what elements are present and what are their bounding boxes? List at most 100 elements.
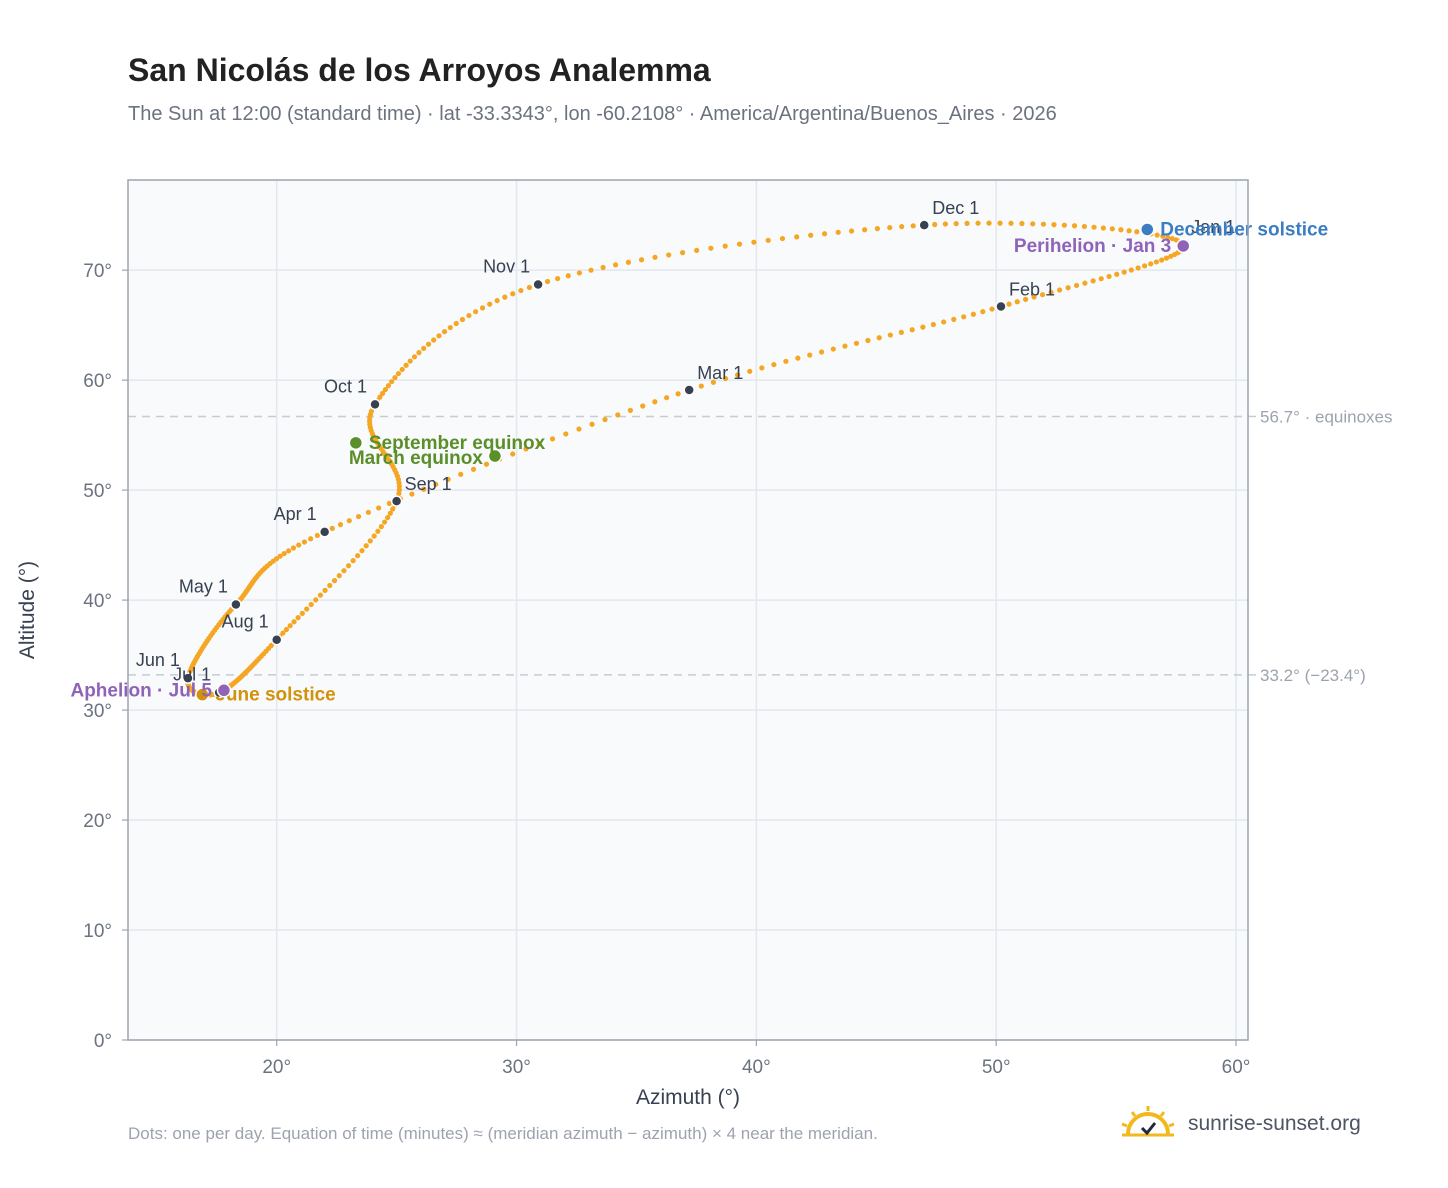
daily-dot [735,372,741,378]
daily-dot [433,481,439,487]
month-label: Mar 1 [697,363,743,383]
daily-dot [765,237,771,243]
daily-dot [304,606,310,612]
daily-dot [865,337,871,344]
daily-dot [1091,224,1097,230]
daily-dot [1030,221,1036,227]
daily-dot [487,301,493,307]
daily-dot [1153,259,1160,265]
daily-dot [1039,292,1046,298]
daily-dot [576,426,582,432]
event-marker[interactable] [195,687,210,702]
y-tick-label: 60° [83,371,112,392]
event-marker[interactable] [487,448,503,464]
month-marker[interactable] [532,278,544,291]
daily-dot [392,375,398,381]
daily-dot [549,436,556,442]
footnote: Dots: one per day. Equation of time (min… [128,1124,878,1143]
brand[interactable]: sunrise-sunset.org [1120,1102,1361,1146]
daily-dot [807,352,813,358]
daily-dot [355,513,362,520]
axis-ticks: 20° 30° 40° 50° 60° 0° 10° 20° 30° 40° 50° 60° 70° [83,261,1250,1078]
month-label: Nov 1 [483,256,530,276]
month-label: Jan 1 [1191,217,1235,237]
month-marker[interactable] [230,598,242,611]
month-marker[interactable] [270,633,283,646]
daily-dot [853,340,860,346]
daily-dot [536,441,542,447]
daily-dot [964,220,970,226]
daily-dot [821,231,828,237]
daily-dot [652,254,658,260]
daily-dot [862,227,868,233]
daily-dot [416,350,422,356]
month-marker[interactable] [182,672,194,684]
y-tick-label: 20° [83,811,112,832]
daily-dot [899,224,905,230]
month-marker[interactable] [995,300,1007,313]
brand-name: sunrise-sunset.org [1188,1112,1361,1135]
daily-dot [385,383,392,389]
month-label: May 1 [179,577,228,597]
x-tick-label: 60° [1222,1057,1251,1078]
daily-dot [1014,299,1020,305]
daily-dot [1165,234,1171,241]
month-marker[interactable] [369,398,381,411]
event-marker[interactable] [1175,238,1191,254]
daily-dot [980,309,986,315]
daily-dot [375,528,381,534]
daily-dot [932,221,938,228]
x-tick-label: 30° [502,1057,531,1078]
daily-dot [376,505,382,511]
month-label: Dec 1 [932,198,979,218]
daily-dot [341,568,347,574]
daily-dot [1100,225,1106,231]
daily-dot [652,399,658,405]
daily-dot [930,321,936,328]
event-marker[interactable] [1140,222,1155,237]
daily-dot [291,619,297,625]
event-label: June solstice [215,685,335,706]
daily-dot [898,329,904,335]
month-marker[interactable] [683,384,695,396]
daily-dot [1061,222,1067,228]
plot-frame [127,179,1249,1041]
daily-dot [1048,289,1054,295]
y-tick-label: 70° [83,261,112,282]
daily-dot [441,329,448,335]
daily-dot [386,500,392,507]
month-marker[interactable] [390,495,403,507]
daily-dot [1022,296,1029,302]
daily-dot [313,597,319,603]
daily-dot [887,332,893,338]
daily-dot [1128,267,1134,273]
plot-background [128,180,1248,1040]
daily-dot [388,379,395,385]
event-label: December solstice [1160,219,1328,240]
daily-dot [390,506,396,512]
month-label: Jun 1 [136,650,180,670]
month-label: Apr 1 [274,504,317,524]
month-marker[interactable] [318,526,331,538]
daily-dot [722,375,729,382]
daily-dot [675,391,681,397]
daily-dot [286,548,292,554]
daily-dot [523,446,529,452]
daily-dot [378,524,384,530]
daily-dot [874,226,880,232]
daily-dot [1090,278,1096,284]
month-marker[interactable] [918,219,930,231]
daily-dot [876,335,882,341]
daily-dot [470,466,477,472]
daily-dot [399,366,405,373]
daily-dot [1168,253,1174,259]
daily-dot [1098,276,1104,282]
daily-dot [848,228,855,234]
month-label: Feb 1 [1009,279,1055,299]
daily-dot [299,610,305,616]
event-marker[interactable] [216,683,232,698]
event-marker[interactable] [348,435,364,451]
daily-dot [986,220,992,226]
reference-lines: 56.7° · equinoxes 33.2° (−23.4°) [128,407,1393,685]
y-tick-label: 0° [94,1031,112,1052]
